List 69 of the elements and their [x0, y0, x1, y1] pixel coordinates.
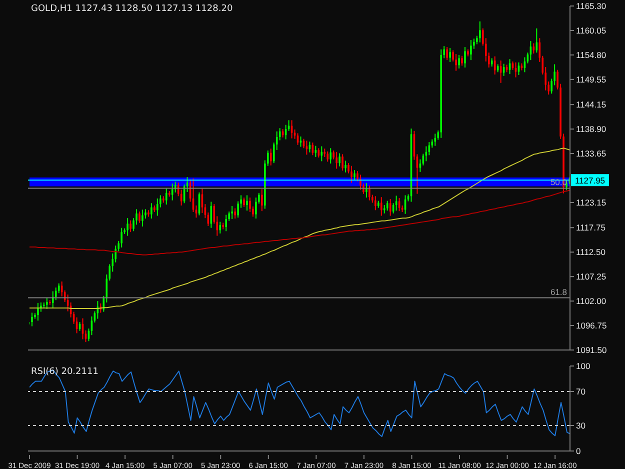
candlestick [374, 196, 376, 211]
candlestick [479, 20, 481, 43]
y-tick-label: 30 [576, 420, 586, 431]
candlestick [46, 297, 48, 310]
candlestick [449, 47, 451, 62]
y-tick-label: 100 [576, 361, 590, 372]
candlestick [350, 165, 352, 184]
candlestick [52, 290, 54, 310]
y-tick-label: 0 [576, 446, 581, 456]
candlestick [326, 150, 329, 162]
y-tick-label: 1102.00 [576, 296, 606, 306]
y-tick-label: 1133.65 [576, 148, 606, 159]
y-tick-label: 1096.75 [576, 320, 607, 331]
candlestick [354, 170, 356, 181]
candlestick [344, 160, 346, 173]
candlestick [150, 202, 152, 220]
candlestick [37, 302, 39, 322]
candlestick [219, 221, 222, 234]
y-tick-label: 1160.05 [576, 25, 606, 36]
candlestick [165, 188, 168, 206]
candlestick [243, 197, 245, 208]
candlestick [336, 151, 338, 170]
candlestick [464, 46, 466, 68]
candlestick [342, 154, 344, 172]
y-tick-label: 1149.55 [576, 74, 606, 84]
candlestick [270, 148, 272, 166]
chart-title: GOLD,H1 1127.43 1128.50 1127.13 1128.20 [31, 4, 233, 14]
candlestick [138, 211, 140, 224]
candlestick [31, 312, 33, 327]
candlestick [458, 54, 460, 69]
candlestick [314, 145, 317, 158]
candlestick [225, 214, 227, 232]
candlestick [455, 54, 457, 72]
candlestick [494, 56, 496, 76]
annotation: 61.8 [550, 286, 567, 297]
candlestick [246, 194, 248, 212]
y-tick-label: 1107.25 [576, 272, 606, 282]
y-tick-label: 1138.90 [576, 124, 606, 134]
y-tick-label: 70 [576, 386, 586, 397]
y-tick-label: 1091.50 [576, 345, 607, 356]
candlestick [366, 182, 368, 198]
candlestick [368, 184, 370, 201]
ref-line-label: 1127.95 [574, 176, 606, 186]
candlestick [142, 209, 144, 227]
candlestick [171, 183, 174, 201]
candlestick [255, 197, 257, 220]
candlestick [434, 133, 436, 146]
candlestick [360, 174, 362, 190]
candlestick [156, 198, 158, 216]
y-tick-label: 1165.30 [576, 1, 606, 12]
candlestick [120, 227, 122, 248]
candlestick [330, 148, 332, 164]
y-tick-label: 1154.80 [576, 50, 606, 60]
candlestick [126, 218, 128, 236]
candlestick [130, 220, 132, 233]
candlestick [461, 55, 463, 66]
candlestick [446, 46, 448, 61]
candlestick [338, 152, 340, 167]
candlestick [249, 197, 251, 213]
y-tick-label: 1123.15 [576, 197, 606, 208]
y-tick-label: 1117.75 [576, 222, 606, 233]
candlestick [231, 205, 233, 220]
y-tick-label: 1112.50 [576, 247, 606, 258]
candlestick [261, 188, 263, 212]
y-tick-label: 1144.15 [576, 100, 606, 110]
candlestick [470, 40, 472, 61]
candlestick [380, 196, 382, 216]
candlestick [300, 136, 302, 148]
candlestick [234, 208, 236, 220]
